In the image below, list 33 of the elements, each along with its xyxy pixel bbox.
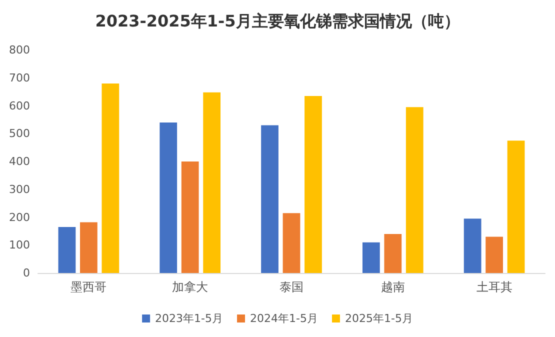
bar <box>58 227 76 273</box>
bar <box>102 83 120 273</box>
bar <box>282 213 300 273</box>
bar <box>304 96 322 273</box>
y-tick-label: 300 <box>9 182 30 196</box>
y-tick-label: 800 <box>9 44 30 56</box>
y-tick-label: 600 <box>9 99 30 112</box>
x-tick-label: 土耳其 <box>476 280 512 294</box>
bar <box>384 234 402 273</box>
bar <box>406 107 424 273</box>
y-tick-label: 500 <box>9 127 30 140</box>
legend-label: 2023年1-5月 <box>155 312 224 325</box>
bar <box>160 122 178 273</box>
y-tick-label: 200 <box>9 210 30 224</box>
bar <box>261 125 278 273</box>
x-tick-label: 墨西哥 <box>70 280 107 294</box>
bar <box>464 218 482 273</box>
x-tick-label: 泰国 <box>280 280 304 294</box>
x-tick-label: 加拿大 <box>172 280 208 294</box>
bar <box>203 92 221 273</box>
bar <box>362 242 380 273</box>
bar <box>181 162 199 273</box>
y-tick-label: 700 <box>9 71 30 84</box>
y-tick-label: 400 <box>9 155 30 168</box>
bar <box>507 140 525 273</box>
x-tick-label: 越南 <box>380 280 405 294</box>
chart-title: 2023-2025年1-5月主要氧化锑需求国情况（吨） <box>95 12 460 30</box>
y-tick-label: 0 <box>23 266 30 280</box>
y-tick-label: 100 <box>9 238 30 252</box>
bar <box>486 236 503 273</box>
bar <box>80 222 98 273</box>
legend-label: 2025年1-5月 <box>344 312 413 325</box>
legend-label: 2024年1-5月 <box>250 312 318 325</box>
